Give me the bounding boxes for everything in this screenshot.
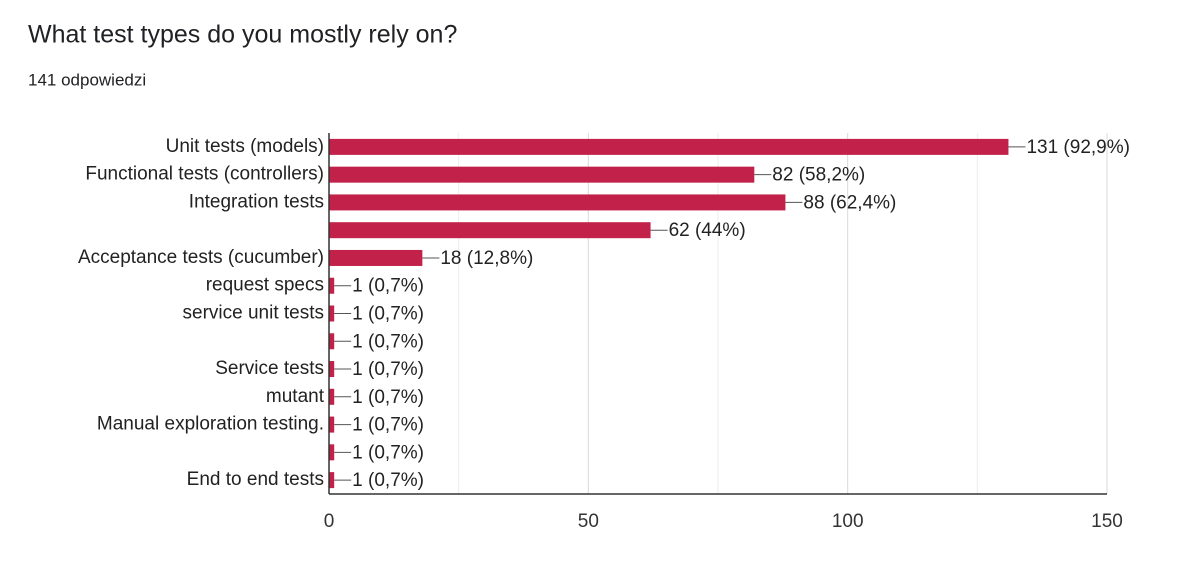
value-label: 1 (0,7%) [352,470,424,491]
bar [329,138,1009,155]
category-label: mutant [266,386,325,407]
value-label: 62 (44%) [669,220,746,241]
value-label: 1 (0,7%) [352,276,424,297]
category-label: Unit tests (models) [166,136,324,157]
chart-title: What test types do you mostly rely on? [28,21,457,49]
bar [329,444,335,461]
chart-subtitle: 141 odpowiedzi [28,70,146,89]
bar [329,194,786,211]
value-label: 88 (62,4%) [803,192,896,213]
bar [329,361,335,378]
value-label: 1 (0,7%) [352,442,424,463]
bar [329,249,423,266]
value-label: 1 (0,7%) [352,359,424,380]
bar [329,305,335,322]
bar [329,333,335,350]
category-label: End to end tests [187,469,324,490]
category-label: service unit tests [183,303,325,324]
category-label: Manual exploration testing. [97,414,324,435]
value-label: 131 (92,9%) [1026,137,1130,158]
category-label: request specs [206,275,324,296]
bar [329,277,335,294]
x-tick-label: 100 [832,511,864,532]
value-label: 1 (0,7%) [352,387,424,408]
bar [329,222,651,239]
value-label: 18 (12,8%) [440,248,533,269]
bar [329,416,335,433]
value-label: 82 (58,2%) [772,165,865,186]
category-label: Integration tests [189,191,324,212]
x-tick-label: 150 [1091,511,1123,532]
bar [329,166,755,183]
bar [329,472,335,489]
category-label: Functional tests (controllers) [85,164,324,185]
bar [329,388,335,405]
x-tick-label: 50 [578,511,599,532]
value-label: 1 (0,7%) [352,415,424,436]
x-tick-label: 0 [324,511,335,532]
category-label: Acceptance tests (cucumber) [78,247,324,268]
value-label: 1 (0,7%) [352,331,424,352]
category-label: Service tests [215,358,324,379]
value-label: 1 (0,7%) [352,304,424,325]
